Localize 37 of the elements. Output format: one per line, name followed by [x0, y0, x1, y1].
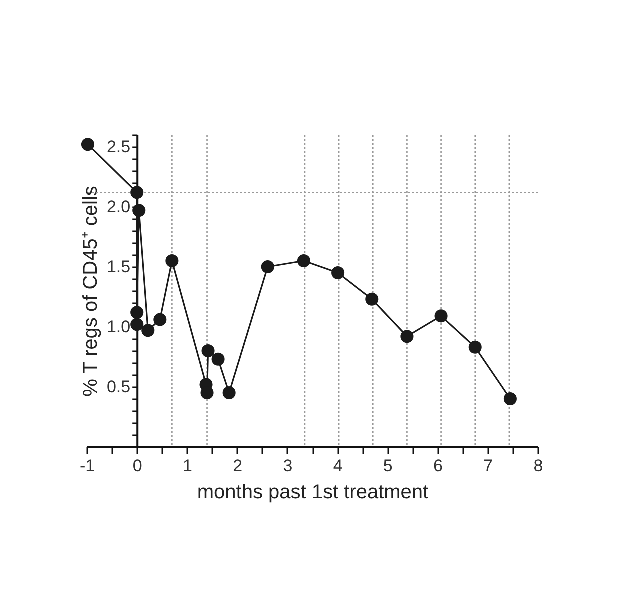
- point: [200, 386, 214, 400]
- y-tick-label: 1.0: [106, 318, 131, 336]
- x-tick-label: -1: [80, 456, 96, 476]
- y-tick-label: 2.5: [106, 138, 131, 156]
- x-tick-label: 7: [484, 456, 494, 476]
- x-axis-title: months past 1st treatment: [197, 482, 430, 504]
- x-tick-label: 5: [383, 456, 393, 476]
- x-tick-label: 4: [333, 456, 343, 476]
- point: [202, 344, 215, 358]
- point: [130, 318, 144, 332]
- y-tick-label: 1.5: [106, 258, 131, 276]
- point: [366, 292, 379, 306]
- y-tick-label: 2.0: [106, 198, 131, 216]
- point: [400, 330, 414, 344]
- point: [261, 260, 274, 274]
- x-tick-label: 3: [283, 456, 293, 476]
- point: [132, 204, 146, 218]
- point: [166, 254, 179, 268]
- point: [297, 254, 310, 268]
- point: [332, 266, 345, 280]
- y-axis-title: % T regs of CD45⁺ cells: [80, 186, 102, 397]
- x-tick-label: 8: [534, 456, 544, 476]
- point: [468, 340, 482, 354]
- y-tick-label: 0.5: [106, 378, 131, 396]
- point: [142, 324, 155, 338]
- point: [434, 310, 448, 323]
- point: [154, 313, 167, 326]
- x-tick-label: 1: [182, 456, 192, 476]
- x-tick-label: 0: [132, 456, 142, 476]
- x-tick-label: 2: [233, 456, 243, 476]
- point: [130, 306, 144, 320]
- point: [212, 352, 225, 366]
- x-tick-label: 6: [434, 456, 444, 476]
- point: [504, 392, 517, 406]
- point: [81, 138, 95, 152]
- point: [222, 386, 236, 400]
- point: [130, 186, 144, 200]
